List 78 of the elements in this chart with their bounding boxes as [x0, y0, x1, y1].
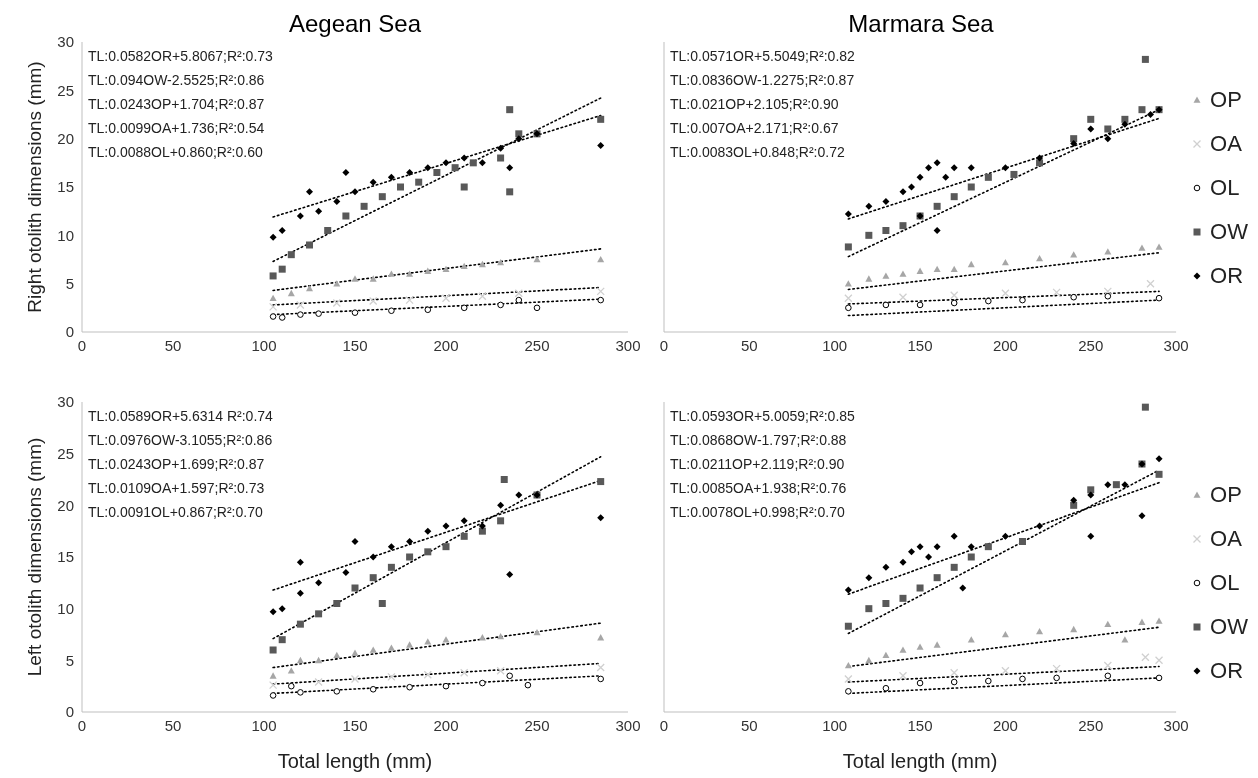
- y-tick-label: 0: [65, 703, 74, 721]
- annotation: TL:0.021OP+2.105;R²:0.90: [670, 95, 840, 114]
- x-tick-label: 250: [524, 716, 550, 734]
- legend-label: OL: [1210, 570, 1240, 596]
- legend-label: OW: [1210, 614, 1248, 640]
- annotation: TL:0.0589OR+5.6314 R²:0.74: [88, 407, 273, 426]
- x-tick-label: 0: [77, 716, 87, 734]
- legend-label: OA: [1210, 131, 1242, 157]
- legend-label: OP: [1210, 482, 1242, 508]
- annotation: TL:0.0091OL+0.867;R²:0.70: [88, 503, 264, 522]
- annotation: TL:0.0088OL+0.860;R²:0.60: [88, 143, 264, 162]
- y-tick-label: 5: [65, 274, 74, 292]
- legend-label: OW: [1210, 219, 1248, 245]
- y-tick-label: 0: [65, 323, 74, 341]
- annotation: TL:0.0211OP+2.119;R²:0.90: [670, 455, 846, 474]
- legend-label: OA: [1210, 526, 1242, 552]
- x-tick-label: 250: [524, 336, 550, 354]
- y-tick-label: 25: [57, 81, 74, 99]
- x-tick-label: 0: [659, 716, 669, 734]
- x-tick-label: 50: [741, 336, 758, 354]
- x-tick-label: 50: [741, 716, 758, 734]
- x-tick-label: 50: [164, 336, 182, 354]
- legend-label: OR: [1210, 263, 1244, 289]
- y-tick-label: 25: [57, 444, 74, 462]
- y-tick-label: 5: [65, 651, 74, 669]
- x-tick-label: 150: [342, 716, 368, 734]
- annotation: TL:0.0099OA+1.736;R²:0.54: [88, 119, 266, 138]
- x-tick-label: 200: [992, 336, 1018, 354]
- x-tick-label: 100: [251, 336, 277, 354]
- x-tick-label: 250: [1078, 336, 1104, 354]
- y-axis-title: Right otolith dimensions (mm): [23, 61, 45, 313]
- legend-label: OP: [1210, 87, 1242, 113]
- x-tick-label: 250: [1078, 716, 1104, 734]
- y-axis-title: Left otolith dimensions (mm): [23, 437, 45, 677]
- annotation: TL:0.094OW-2.5525;R²:0.86: [88, 71, 266, 90]
- annotation: TL:0.0078OL+0.998;R²:0.70: [670, 503, 846, 522]
- x-tick-label: 100: [822, 336, 848, 354]
- x-tick-label: 300: [1163, 336, 1189, 354]
- x-tick-label: 0: [77, 336, 87, 354]
- annotation: TL:0.0976OW-3.1055;R²:0.86: [88, 431, 273, 450]
- annotation: TL:0.0582OR+5.8067;R²:0.73: [88, 47, 273, 66]
- x-tick-label: 300: [615, 716, 641, 734]
- chart-title: Aegean Sea: [287, 10, 423, 38]
- legend-label: OR: [1210, 658, 1244, 684]
- annotation: TL:0.0243OP+1.704;R²:0.87: [88, 95, 266, 114]
- annotation: TL:0.0571OR+5.5049;R²:0.82: [670, 47, 855, 66]
- x-tick-label: 150: [907, 336, 933, 354]
- y-tick-label: 20: [57, 129, 74, 147]
- annotation: TL:0.0836OW-1.2275;R²:0.87: [670, 71, 855, 90]
- x-axis-title: Total length (mm): [277, 750, 433, 772]
- x-axis-title: Total length (mm): [842, 750, 998, 772]
- x-tick-label: 50: [164, 716, 182, 734]
- y-tick-label: 30: [57, 33, 74, 51]
- x-tick-label: 100: [822, 716, 848, 734]
- y-tick-label: 15: [57, 548, 74, 566]
- annotation: TL:0.0085OA+1.938;R²:0.76: [670, 479, 848, 498]
- annotation: TL:0.0593OR+5.0059;R²:0.85: [670, 407, 855, 426]
- x-tick-label: 200: [433, 716, 459, 734]
- x-tick-label: 150: [907, 716, 933, 734]
- y-tick-label: 15: [57, 178, 74, 196]
- x-tick-label: 150: [342, 336, 368, 354]
- annotation: TL:0.0083OL+0.848;R²:0.72: [670, 143, 846, 162]
- x-tick-label: 200: [433, 336, 459, 354]
- annotation: TL:0.0868OW-1.797;R²:0.88: [670, 431, 848, 450]
- x-tick-label: 300: [615, 336, 641, 354]
- chart-title: Marmara Sea: [847, 10, 995, 38]
- annotation: TL:0.0243OP+1.699;R²:0.87: [88, 455, 266, 474]
- legend-label: OL: [1210, 175, 1240, 201]
- annotation: TL:0.007OA+2.171;R²:0.67: [670, 119, 840, 138]
- annotation: TL:0.0109OA+1.597;R²:0.73: [88, 479, 266, 498]
- x-tick-label: 100: [251, 716, 277, 734]
- x-tick-label: 300: [1163, 716, 1189, 734]
- x-tick-label: 0: [659, 336, 669, 354]
- y-tick-label: 10: [57, 599, 74, 617]
- x-tick-label: 200: [992, 716, 1018, 734]
- y-tick-label: 10: [57, 226, 74, 244]
- y-tick-label: 20: [57, 496, 74, 514]
- y-tick-label: 30: [57, 393, 74, 411]
